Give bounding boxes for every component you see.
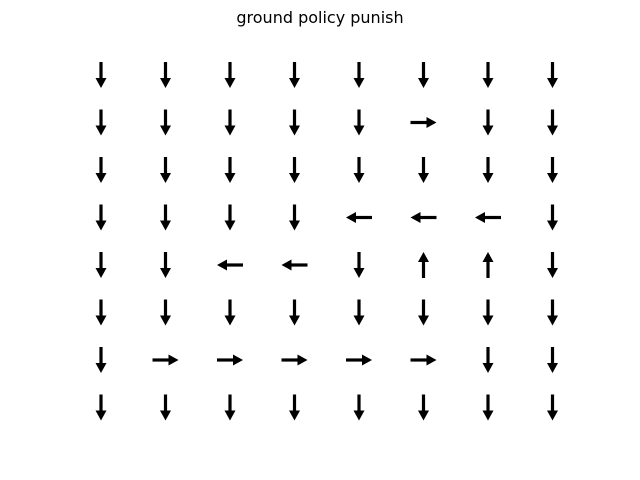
arrow-down-r7-c4 bbox=[353, 394, 365, 421]
arrow-down-r7-c3 bbox=[289, 394, 300, 421]
arrow-down-r1-c4 bbox=[353, 109, 365, 136]
arrow-down-r5-c2 bbox=[224, 299, 236, 326]
arrow-right-r6-c4 bbox=[346, 354, 372, 366]
arrow-down-r5-c5 bbox=[418, 299, 429, 326]
arrow-down-r0-c3 bbox=[289, 62, 300, 88]
arrow-down-r1-c6 bbox=[482, 109, 494, 136]
arrow-down-r2-c7 bbox=[547, 157, 558, 183]
arrow-left-r3-c6 bbox=[475, 212, 501, 223]
arrow-down-r0-c5 bbox=[418, 62, 429, 88]
arrow-right-r6-c5 bbox=[410, 354, 437, 366]
arrow-down-r0-c0 bbox=[95, 62, 107, 88]
arrow-down-r2-c2 bbox=[224, 157, 236, 183]
arrow-down-r0-c1 bbox=[160, 62, 171, 88]
arrow-down-r4-c0 bbox=[95, 252, 107, 278]
arrow-up-r4-c5 bbox=[418, 252, 429, 278]
arrow-down-r6-c0 bbox=[95, 347, 107, 373]
plot-title: ground policy punish bbox=[236, 8, 404, 27]
arrow-up-r4-c6 bbox=[482, 252, 494, 278]
arrow-down-r2-c5 bbox=[418, 157, 429, 183]
arrow-down-r1-c3 bbox=[289, 109, 300, 136]
arrow-down-r3-c1 bbox=[160, 204, 171, 231]
arrow-down-r5-c7 bbox=[547, 299, 558, 326]
arrow-down-r5-c0 bbox=[95, 299, 107, 326]
arrow-down-r3-c3 bbox=[289, 204, 300, 231]
arrow-down-r5-c6 bbox=[482, 299, 494, 326]
arrow-down-r0-c6 bbox=[482, 62, 494, 88]
arrow-down-r4-c7 bbox=[547, 252, 558, 278]
arrow-down-r2-c4 bbox=[353, 157, 365, 183]
arrow-right-r6-c2 bbox=[217, 354, 243, 366]
arrow-down-r0-c2 bbox=[224, 62, 236, 88]
arrow-down-r6-c6 bbox=[482, 347, 494, 373]
arrow-down-r3-c7 bbox=[547, 204, 558, 231]
arrow-down-r4-c4 bbox=[353, 252, 365, 278]
arrow-down-r1-c7 bbox=[547, 109, 558, 136]
arrow-down-r5-c1 bbox=[160, 299, 171, 326]
arrow-right-r1-c5 bbox=[410, 117, 437, 128]
arrow-down-r7-c7 bbox=[547, 394, 558, 421]
arrow-down-r4-c1 bbox=[160, 252, 171, 278]
arrow-down-r5-c3 bbox=[289, 299, 300, 326]
arrow-down-r5-c4 bbox=[353, 299, 365, 326]
arrow-down-r0-c4 bbox=[353, 62, 365, 88]
arrow-down-r1-c0 bbox=[95, 109, 107, 136]
arrow-down-r6-c7 bbox=[547, 347, 558, 373]
arrow-down-r2-c3 bbox=[289, 157, 300, 183]
arrow-right-r6-c3 bbox=[281, 354, 308, 366]
arrow-down-r3-c2 bbox=[224, 204, 236, 231]
arrow-down-r2-c6 bbox=[482, 157, 494, 183]
arrow-left-r3-c5 bbox=[410, 212, 437, 223]
arrow-down-r7-c0 bbox=[95, 394, 107, 421]
arrow-right-r6-c1 bbox=[152, 354, 179, 366]
arrow-down-r1-c1 bbox=[160, 109, 171, 136]
arrow-left-r4-c3 bbox=[281, 259, 308, 271]
arrow-down-r7-c5 bbox=[418, 394, 429, 421]
arrow-down-r7-c2 bbox=[224, 394, 236, 421]
arrow-down-r7-c1 bbox=[160, 394, 171, 421]
arrow-left-r4-c2 bbox=[217, 259, 243, 271]
arrow-down-r1-c2 bbox=[224, 109, 236, 136]
arrow-down-r3-c0 bbox=[95, 204, 107, 231]
arrow-left-r3-c4 bbox=[346, 212, 372, 223]
arrow-down-r2-c0 bbox=[95, 157, 107, 183]
arrow-down-r7-c6 bbox=[482, 394, 494, 421]
arrow-down-r2-c1 bbox=[160, 157, 171, 183]
arrow-down-r0-c7 bbox=[547, 62, 558, 88]
